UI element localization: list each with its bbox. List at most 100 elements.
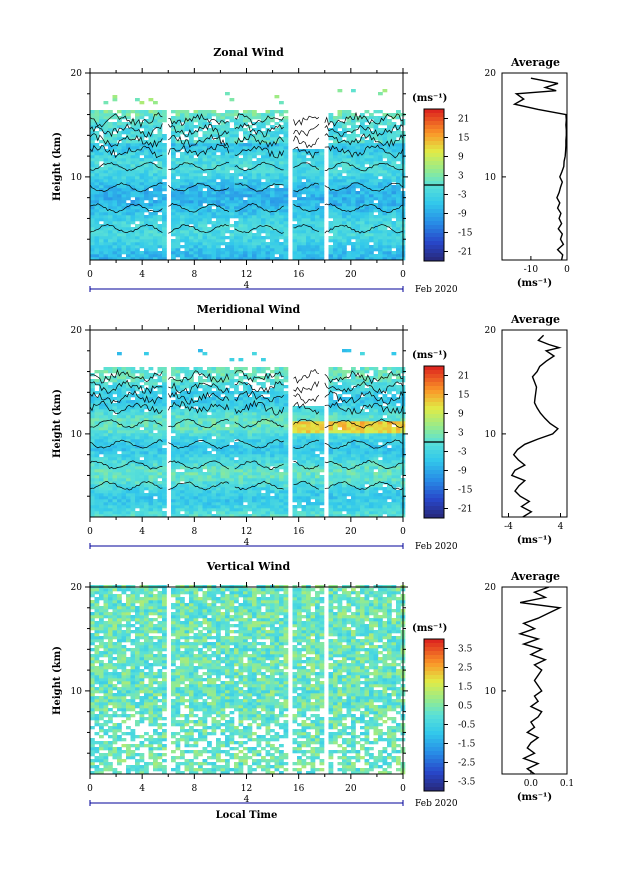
heatmap-cell	[94, 185, 100, 189]
colorbar-segment	[424, 153, 444, 158]
heatmap-cell	[103, 511, 109, 515]
heatmap-cell	[220, 421, 226, 425]
heatmap-cell	[189, 394, 194, 398]
heatmap-cell	[108, 427, 113, 431]
heatmap-cell	[333, 116, 338, 120]
heatmap-cell	[148, 439, 154, 443]
heatmap-cell	[175, 122, 181, 126]
heatmap-cell	[364, 257, 370, 261]
heatmap-cell	[153, 101, 158, 105]
heatmap-cell	[139, 499, 145, 503]
heatmap-cell	[184, 143, 190, 147]
heatmap-cell	[238, 200, 244, 204]
colorbar-segment	[424, 185, 444, 190]
heatmap-cell	[360, 155, 365, 159]
heatmap-cell	[261, 442, 266, 446]
heatmap-cell	[220, 457, 226, 461]
heatmap-cell	[252, 370, 257, 374]
heatmap-cell	[184, 385, 190, 389]
heatmap-cell	[319, 185, 325, 189]
heatmap-cell	[310, 155, 316, 159]
heatmap-cell	[121, 245, 127, 249]
heatmap-cell	[378, 212, 383, 216]
heatmap-cell	[180, 442, 185, 446]
heatmap-cell	[202, 487, 208, 491]
heatmap-cell	[256, 367, 262, 371]
heatmap-cell	[175, 442, 181, 446]
heatmap-cell	[130, 218, 136, 222]
heatmap-cell	[153, 484, 158, 488]
heatmap-cell	[243, 394, 248, 398]
heatmap-cell	[157, 508, 163, 512]
heatmap-cell	[270, 119, 275, 123]
heatmap-cell	[238, 173, 244, 177]
heatmap-cell	[211, 131, 217, 135]
heatmap-cell	[94, 454, 100, 458]
heatmap-cell	[117, 149, 122, 153]
heatmap-cell	[139, 496, 145, 500]
heatmap-cell	[135, 239, 140, 243]
heatmap-cell	[243, 248, 248, 252]
heatmap-cell	[279, 227, 284, 231]
heatmap-cell	[144, 191, 149, 195]
colorbar-segment	[424, 165, 444, 170]
heatmap-cell	[315, 209, 320, 213]
heatmap-cell	[171, 185, 176, 189]
heatmap-cell	[99, 167, 104, 171]
heatmap-cell	[144, 257, 149, 261]
heatmap-cell	[261, 481, 266, 485]
heatmap-cell	[189, 200, 194, 204]
heatmap-cell	[117, 421, 122, 425]
heatmap-cell	[198, 257, 203, 261]
heatmap-cell	[121, 415, 127, 419]
heatmap-cell	[171, 484, 176, 488]
heatmap-cell	[382, 161, 388, 165]
heatmap-cell	[382, 131, 388, 135]
heatmap-cell	[382, 167, 388, 171]
heatmap-cell	[351, 131, 356, 135]
heatmap-cell	[184, 430, 190, 434]
heatmap-cell	[135, 406, 140, 410]
heatmap-cell	[378, 92, 383, 96]
heatmap-cell	[90, 439, 95, 443]
heatmap-cell	[346, 110, 352, 114]
heatmap-cell	[130, 502, 136, 506]
heatmap-cell	[94, 421, 100, 425]
heatmap-cell	[207, 257, 212, 261]
heatmap-cell	[99, 188, 104, 192]
heatmap-cell	[391, 140, 397, 144]
heatmap-cell	[175, 113, 181, 117]
heatmap-cell	[301, 170, 307, 174]
heatmap-cell	[211, 475, 217, 479]
heatmap-cell	[292, 167, 298, 171]
heatmap-cell	[333, 146, 338, 150]
heatmap-cell	[162, 496, 167, 500]
heatmap-cell	[148, 484, 154, 488]
heatmap-cell	[256, 487, 262, 491]
heatmap-cell	[198, 469, 203, 473]
heatmap-cell	[310, 179, 316, 183]
heatmap-cell	[234, 137, 239, 141]
heatmap-cell	[189, 403, 194, 407]
heatmap-cell	[310, 161, 316, 165]
heatmap-cell	[229, 403, 235, 407]
heatmap-cell	[364, 128, 370, 132]
heatmap-cell	[99, 149, 104, 153]
heatmap-cell	[139, 442, 145, 446]
heatmap-cell	[378, 188, 383, 192]
heatmap-cell	[211, 427, 217, 431]
heatmap-cell	[198, 221, 203, 225]
heatmap-cell	[189, 155, 194, 159]
heatmap-cell	[198, 415, 203, 419]
heatmap-cell	[342, 152, 347, 156]
heatmap-cell	[279, 245, 284, 249]
heatmap-cell	[162, 493, 167, 497]
heatmap-cell	[148, 152, 154, 156]
heatmap-cell	[139, 245, 145, 249]
heatmap-cell	[202, 182, 208, 186]
heatmap-cell	[234, 403, 239, 407]
heatmap-cell	[139, 167, 145, 171]
heatmap-cell	[207, 427, 212, 431]
heatmap-cell	[117, 514, 122, 518]
heatmap-cell	[117, 206, 122, 210]
